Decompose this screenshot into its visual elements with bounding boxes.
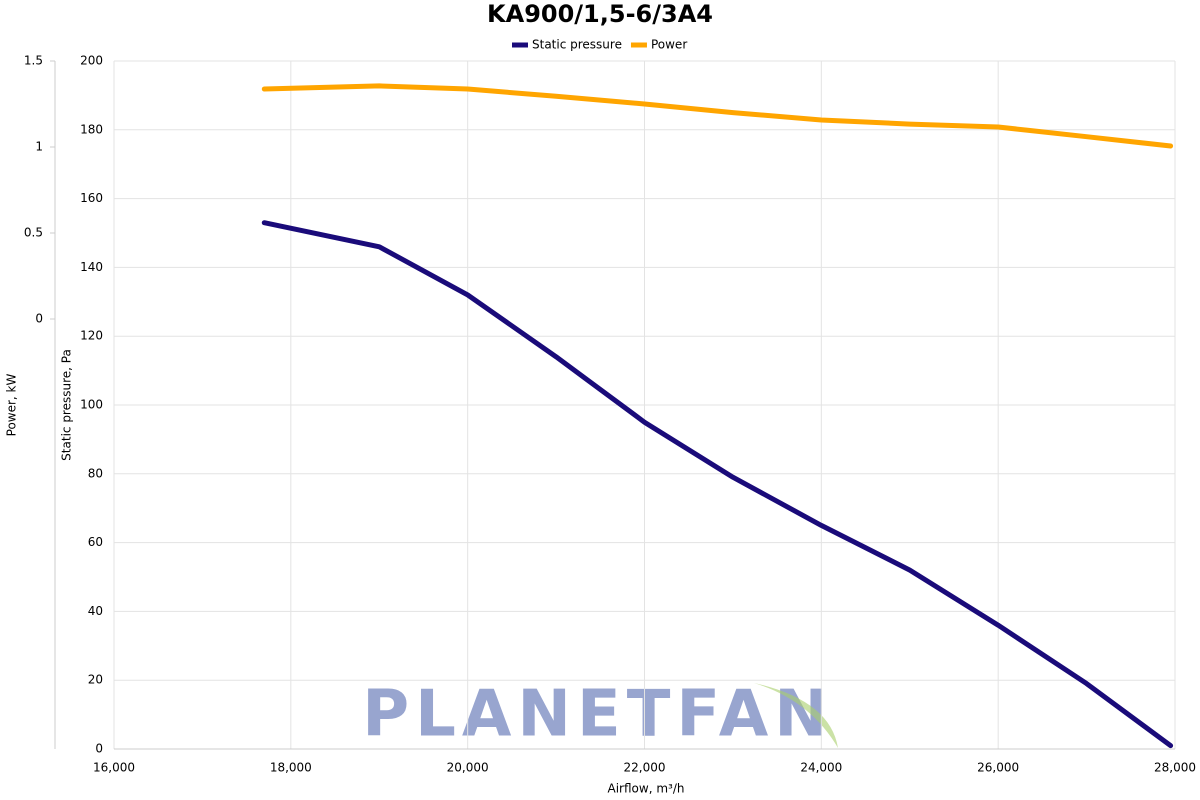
y-tick-label: 0 bbox=[95, 742, 103, 756]
x-tick-label: 24,000 bbox=[800, 761, 842, 775]
y2-tick-label: 1.5 bbox=[24, 54, 43, 68]
y-tick-label: 40 bbox=[88, 604, 103, 618]
x-tick-label: 22,000 bbox=[624, 761, 666, 775]
x-axis-label: Airflow, m³/h bbox=[608, 782, 685, 796]
series-line bbox=[261, 220, 1174, 749]
y2-tick-label: 0 bbox=[35, 312, 43, 326]
y-tick-label: 80 bbox=[88, 466, 103, 480]
x-tick-label: 18,000 bbox=[270, 761, 312, 775]
chart-title: KA900/1,5-6/3A4 bbox=[487, 0, 713, 28]
y-tick-label: 200 bbox=[80, 54, 103, 68]
y-tick-label: 120 bbox=[80, 329, 103, 343]
y-tick-label: 140 bbox=[80, 260, 103, 274]
y2-tick-label: 0.5 bbox=[24, 226, 43, 240]
legend: Static pressure Power bbox=[512, 38, 687, 52]
y-axis-label: Static pressure, Pa bbox=[60, 349, 74, 461]
legend-label: Static pressure bbox=[532, 38, 622, 52]
x-tick-label: 20,000 bbox=[447, 761, 489, 775]
x-tick-label: 28,000 bbox=[1154, 761, 1196, 775]
watermark: PLANETFAN bbox=[362, 678, 834, 752]
y2-axis-label: Power, kW bbox=[5, 374, 19, 437]
y-tick-label: 20 bbox=[88, 673, 103, 687]
y-tick-label: 100 bbox=[80, 398, 103, 412]
x-tick-label: 16,000 bbox=[93, 761, 135, 775]
y-tick-label: 60 bbox=[88, 535, 103, 549]
y-tick-label: 160 bbox=[80, 191, 103, 205]
x-tick-label: 26,000 bbox=[977, 761, 1019, 775]
series-line bbox=[261, 83, 1174, 149]
y2-tick-label: 1 bbox=[35, 140, 43, 154]
y-tick-label: 180 bbox=[80, 122, 103, 136]
legend-label: Power bbox=[651, 38, 687, 52]
